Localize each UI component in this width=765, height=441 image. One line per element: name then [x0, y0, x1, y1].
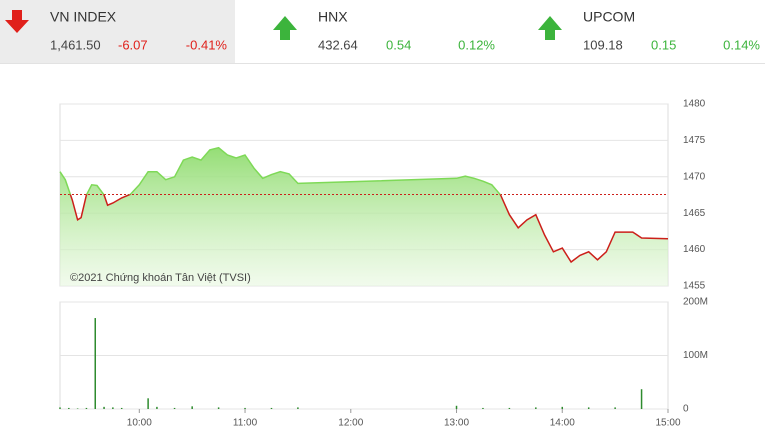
index-change: -6.07 [118, 37, 148, 52]
y-tick-label: 100M [683, 350, 708, 361]
x-tick-label: 11:00 [233, 418, 258, 429]
volume-bar [482, 407, 484, 409]
index-percent: 0.12% [458, 37, 495, 52]
volume-bar [640, 389, 643, 409]
volume-bar [85, 407, 88, 409]
watermark: ©2021 Chứng khoán Tân Việt (TVSI) [70, 272, 251, 284]
volume-bar [508, 407, 511, 409]
direction-arrow [538, 16, 562, 40]
index-value: 432.64 [318, 37, 358, 52]
direction-arrow [273, 16, 297, 40]
index-name: UPCOM [583, 9, 635, 25]
volume-bar [103, 406, 105, 409]
price-line [59, 146, 669, 264]
x-tick-label: 15:00 [655, 418, 680, 429]
index-name: VN INDEX [50, 9, 117, 25]
index-value: 1,461.50 [50, 37, 101, 52]
volume-bar [244, 407, 246, 409]
area [60, 147, 668, 286]
direction-arrow [5, 10, 29, 33]
volume-bar [173, 407, 176, 409]
x-tick-label: 10:00 [127, 418, 152, 429]
volume-bar [535, 407, 537, 409]
index-change: 0.54 [386, 37, 411, 52]
y-tick-label: 1475 [683, 135, 706, 146]
y-tick-label: 0 [683, 404, 689, 415]
y-tick-label: 1460 [683, 244, 706, 255]
index-name: HNX [318, 9, 348, 25]
volume-bar [270, 407, 273, 409]
index-box-bg [0, 0, 235, 63]
index-change: 0.15 [651, 37, 676, 52]
y-tick-label: 200M [683, 297, 708, 308]
volume-bar [120, 407, 123, 409]
volume-bar [587, 407, 590, 409]
index-percent: 0.14% [723, 37, 760, 52]
index-value: 109.18 [583, 37, 623, 52]
index-percent: -0.41% [186, 37, 228, 52]
volume-bar [94, 318, 96, 409]
y-tick-label: 1480 [683, 99, 706, 110]
volume-bar [68, 407, 70, 409]
volume-bar [297, 407, 299, 409]
x-tick-label: 12:00 [338, 418, 363, 429]
x-tick-label: 13:00 [444, 418, 469, 429]
volume-bar [455, 405, 458, 409]
volume-bar [191, 406, 193, 409]
y-tick-label: 1470 [683, 171, 706, 182]
x-tick-label: 14:00 [550, 418, 575, 429]
y-tick-label: 1465 [683, 208, 706, 219]
volume-bar [76, 408, 79, 409]
y-tick-label: 1455 [683, 281, 706, 292]
volume-bar [147, 398, 149, 409]
volume-bar [614, 407, 616, 409]
volume-bar [112, 407, 114, 409]
volume-bar [217, 407, 220, 409]
volume-bar [561, 406, 564, 409]
volume-bar [156, 406, 158, 409]
volume-bar [59, 407, 61, 409]
